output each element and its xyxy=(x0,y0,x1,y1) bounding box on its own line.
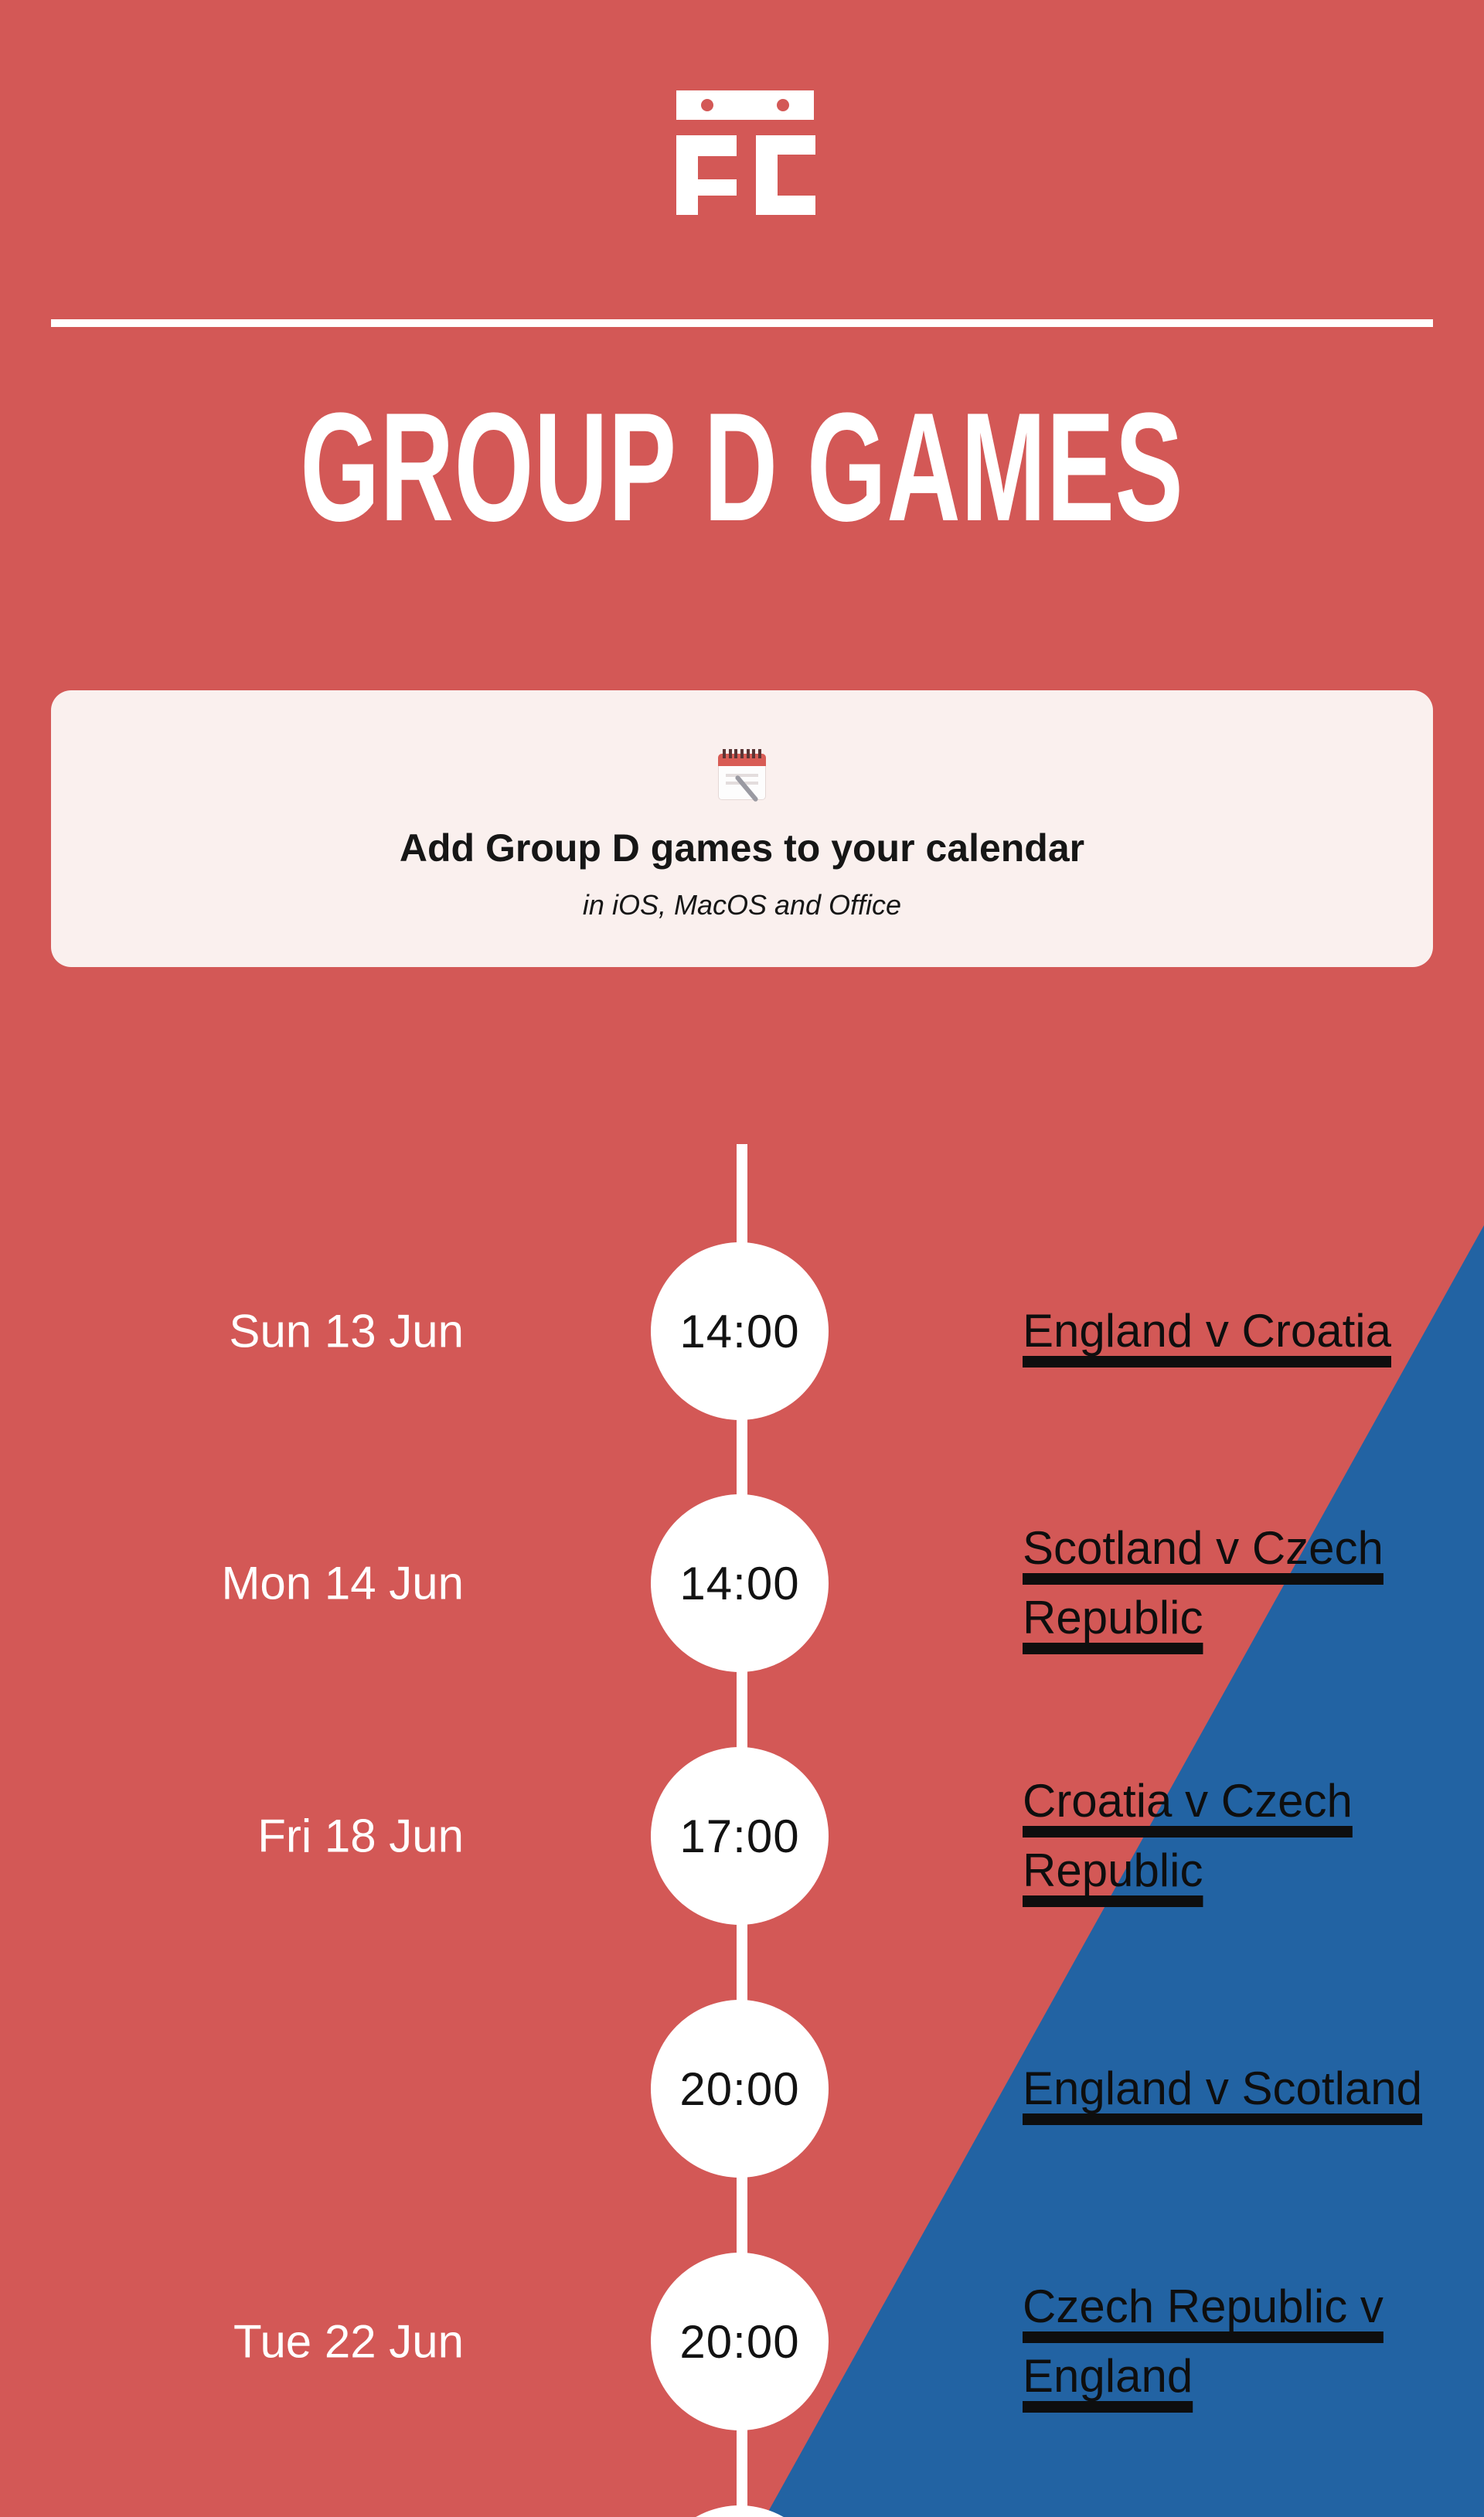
add-to-calendar-card[interactable]: Add Group D games to your calendar in iO… xyxy=(51,690,1433,967)
fixture-match-cell: Czech Republic v England xyxy=(1023,2272,1475,2411)
logo-letter-c xyxy=(756,135,815,215)
fixture-time: 17:00 xyxy=(679,1810,800,1862)
fc-logo-icon xyxy=(676,90,815,215)
timeline-node: 14:00 xyxy=(651,1242,829,1420)
fixture-match-cell: Croatia v Czech Republic xyxy=(1023,1766,1475,1906)
page-title-wrap: GROUP D GAMES xyxy=(0,390,1484,545)
fixture-date: Sun 13 Jun xyxy=(229,1305,464,1357)
blue-triangle-shape xyxy=(765,1225,1484,2517)
fixture-date: Mon 14 Jun xyxy=(221,1557,464,1609)
fixture-match-cell: England v Scotland xyxy=(1023,2054,1475,2124)
fixture-match-link[interactable]: England v Croatia xyxy=(1023,1305,1391,1357)
fixture-time: 20:00 xyxy=(679,2315,800,2368)
add-to-calendar-heading[interactable]: Add Group D games to your calendar xyxy=(399,826,1085,870)
spiral-calendar-icon xyxy=(718,749,766,803)
fixture-match-cell: Scotland v Czech Republic xyxy=(1023,1514,1475,1653)
fixture-match-link[interactable]: Scotland v Czech Republic xyxy=(1023,1522,1384,1643)
fixture-match-link[interactable]: Czech Republic v England xyxy=(1023,2280,1384,2402)
logo-binder-dot xyxy=(777,99,789,111)
fixture-date: Tue 22 Jun xyxy=(233,2315,464,2368)
logo-letter-f-notch xyxy=(698,156,737,179)
logo-letter-c-notch xyxy=(778,155,815,196)
timeline-node: 20:00 xyxy=(651,2253,829,2430)
fixture-match-link[interactable]: Croatia v Czech Republic xyxy=(1023,1775,1353,1896)
timeline-node: 20:00 xyxy=(651,2000,829,2178)
logo-calendar-bar xyxy=(676,90,814,120)
page-title: GROUP D GAMES xyxy=(300,381,1184,553)
logo-letter-f-notch xyxy=(698,196,737,215)
fixture-match-cell: England v Croatia xyxy=(1023,1296,1475,1366)
fixture-match-link[interactable]: England v Scotland xyxy=(1023,2062,1423,2114)
logo-letter-f xyxy=(676,135,737,215)
timeline-node: 17:00 xyxy=(651,1747,829,1925)
calendar-icon-line xyxy=(726,774,758,777)
fixture-time: 20:00 xyxy=(679,2062,800,2115)
fixture-time: 14:00 xyxy=(679,1305,800,1357)
timeline-node: 14:00 xyxy=(651,1494,829,1672)
calendar-icon-spiral xyxy=(723,749,761,758)
add-to-calendar-subheading: in iOS, MacOS and Office xyxy=(582,889,902,921)
logo-binder-dot xyxy=(701,99,713,111)
fixture-time: 14:00 xyxy=(679,1557,800,1609)
fixture-date: Fri 18 Jun xyxy=(257,1810,464,1862)
header-divider-rule xyxy=(51,319,1433,327)
